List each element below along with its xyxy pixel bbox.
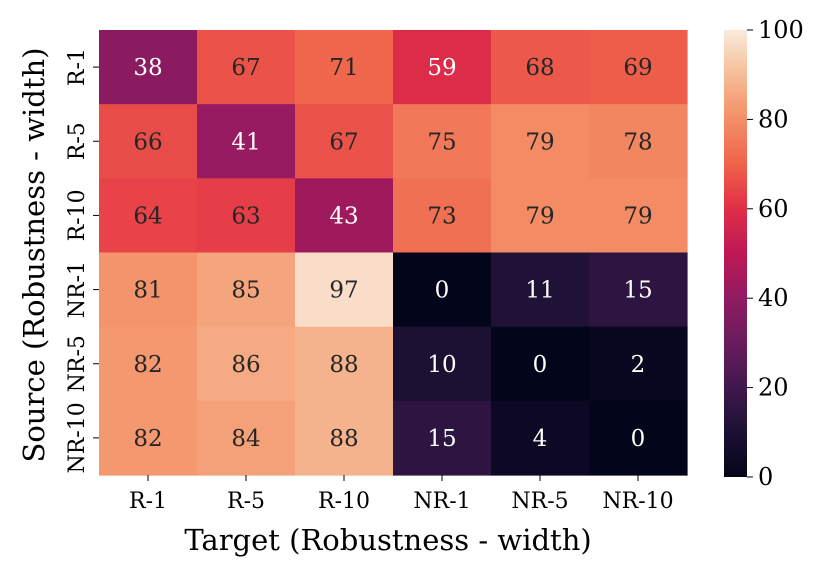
x-tick-label: NR-1 bbox=[413, 489, 470, 514]
heatmap-cell bbox=[197, 326, 296, 402]
heatmap-cell bbox=[295, 326, 394, 402]
x-tick-label: R-10 bbox=[318, 489, 370, 514]
y-tick-label: NR-10 bbox=[65, 402, 90, 473]
colorbar-tick-label: 80 bbox=[758, 105, 789, 133]
cell-value-label: 41 bbox=[231, 129, 260, 155]
x-tick-label: R-1 bbox=[129, 489, 167, 514]
cell-value-label: 11 bbox=[525, 278, 554, 304]
cell-value-label: 82 bbox=[133, 352, 162, 378]
heatmap-cell bbox=[197, 178, 296, 254]
y-axis-title: Source (Robustness - width) bbox=[17, 47, 51, 462]
cell-value-label: 15 bbox=[623, 278, 652, 304]
heatmap-cell bbox=[491, 178, 590, 254]
cell-value-label: 67 bbox=[329, 129, 358, 155]
y-tick-label: R-1 bbox=[65, 48, 90, 86]
heatmap-cell bbox=[393, 30, 492, 105]
heatmap-cell bbox=[393, 104, 492, 179]
heatmap-cell bbox=[491, 252, 590, 328]
x-axis-title: Target (Robustness - width) bbox=[184, 523, 591, 557]
colorbar-tick-label: 100 bbox=[758, 16, 804, 44]
cell-value-label: 73 bbox=[427, 203, 456, 229]
cell-value-label: 71 bbox=[329, 55, 358, 81]
cell-value-label: 75 bbox=[427, 129, 456, 155]
cell-value-label: 64 bbox=[133, 203, 162, 229]
cell-value-label: 0 bbox=[631, 426, 646, 452]
heatmap-cell bbox=[197, 252, 296, 328]
colorbar bbox=[724, 30, 747, 477]
cell-value-label: 0 bbox=[435, 278, 450, 304]
x-tick-label: R-5 bbox=[227, 489, 265, 514]
cell-value-label: 82 bbox=[133, 426, 162, 452]
y-tick-label: R-5 bbox=[65, 122, 90, 160]
heatmap-cell bbox=[491, 104, 590, 179]
cell-value-label: 2 bbox=[631, 352, 646, 378]
cell-value-label: 97 bbox=[329, 278, 358, 304]
cell-value-label: 79 bbox=[525, 129, 554, 155]
heatmap-cell bbox=[99, 252, 198, 328]
heatmap-cell bbox=[393, 252, 492, 328]
heatmap-cell bbox=[393, 400, 492, 476]
cell-value-label: 59 bbox=[427, 55, 456, 81]
heatmap-cells bbox=[99, 30, 688, 476]
heatmap-cell bbox=[295, 400, 394, 476]
heatmap-cell bbox=[295, 252, 394, 328]
y-tick-label: R-10 bbox=[65, 189, 90, 241]
cell-value-label: 84 bbox=[231, 426, 260, 452]
cell-value-label: 4 bbox=[533, 426, 548, 452]
heatmap-cell-labels: 38 67 71 59 68 69 66 41 67 75 79 78 64 63 43 73 79 79 81 85… bbox=[133, 55, 652, 452]
heatmap-cell bbox=[589, 252, 688, 328]
heatmap-cell bbox=[295, 104, 394, 179]
cell-value-label: 68 bbox=[525, 55, 554, 81]
heatmap-cell bbox=[99, 178, 198, 254]
heatmap-cell bbox=[99, 30, 198, 105]
cell-value-label: 67 bbox=[231, 55, 260, 81]
x-tick-label: NR-5 bbox=[511, 489, 568, 514]
heatmap-cell bbox=[197, 104, 296, 179]
cell-value-label: 43 bbox=[329, 203, 358, 229]
heatmap-cell bbox=[589, 400, 688, 476]
y-axis-ticks: R-1 R-5 R-10 NR-1 NR-5 NR-10 bbox=[65, 48, 99, 474]
cell-value-label: 69 bbox=[623, 55, 652, 81]
x-axis-ticks: R-1 R-5 R-10 NR-1 NR-5 NR-10 bbox=[129, 475, 674, 514]
heatmap-cell bbox=[589, 30, 688, 105]
colorbar-tick-label: 60 bbox=[758, 195, 789, 223]
colorbar-ticks: 0 20 40 60 80 100 bbox=[747, 16, 804, 491]
heatmap-cell bbox=[393, 326, 492, 402]
colorbar-tick-label: 20 bbox=[758, 374, 789, 402]
cell-value-label: 86 bbox=[231, 352, 260, 378]
heatmap-cell bbox=[589, 178, 688, 254]
cell-value-label: 88 bbox=[329, 426, 358, 452]
cell-value-label: 38 bbox=[133, 55, 162, 81]
y-tick-label: NR-1 bbox=[65, 261, 90, 318]
cell-value-label: 79 bbox=[525, 203, 554, 229]
heatmap-cell bbox=[197, 400, 296, 476]
cell-value-label: 79 bbox=[623, 203, 652, 229]
heatmap-cell bbox=[197, 30, 296, 105]
heatmap-cell bbox=[491, 400, 590, 476]
heatmap-cell bbox=[99, 104, 198, 179]
colorbar-tick-label: 40 bbox=[758, 284, 789, 312]
heatmap-cell bbox=[393, 178, 492, 254]
cell-value-label: 10 bbox=[427, 352, 456, 378]
y-tick-label: NR-5 bbox=[65, 335, 90, 392]
heatmap-cell bbox=[589, 104, 688, 179]
cell-value-label: 63 bbox=[231, 203, 260, 229]
colorbar-tick-label: 0 bbox=[758, 463, 773, 491]
cell-value-label: 0 bbox=[533, 352, 548, 378]
cell-value-label: 88 bbox=[329, 352, 358, 378]
cell-value-label: 85 bbox=[231, 278, 260, 304]
heatmap-cell bbox=[295, 30, 394, 105]
cell-value-label: 81 bbox=[133, 278, 162, 304]
x-tick-label: NR-10 bbox=[602, 489, 673, 514]
cell-value-label: 78 bbox=[623, 129, 652, 155]
heatmap-cell bbox=[491, 30, 590, 105]
heatmap-cell bbox=[99, 400, 198, 476]
heatmap-cell bbox=[589, 326, 688, 402]
cell-value-label: 15 bbox=[427, 426, 456, 452]
heatmap-cell bbox=[99, 326, 198, 402]
heatmap-cell bbox=[295, 178, 394, 254]
cell-value-label: 66 bbox=[133, 129, 162, 155]
heatmap-cell bbox=[491, 326, 590, 402]
